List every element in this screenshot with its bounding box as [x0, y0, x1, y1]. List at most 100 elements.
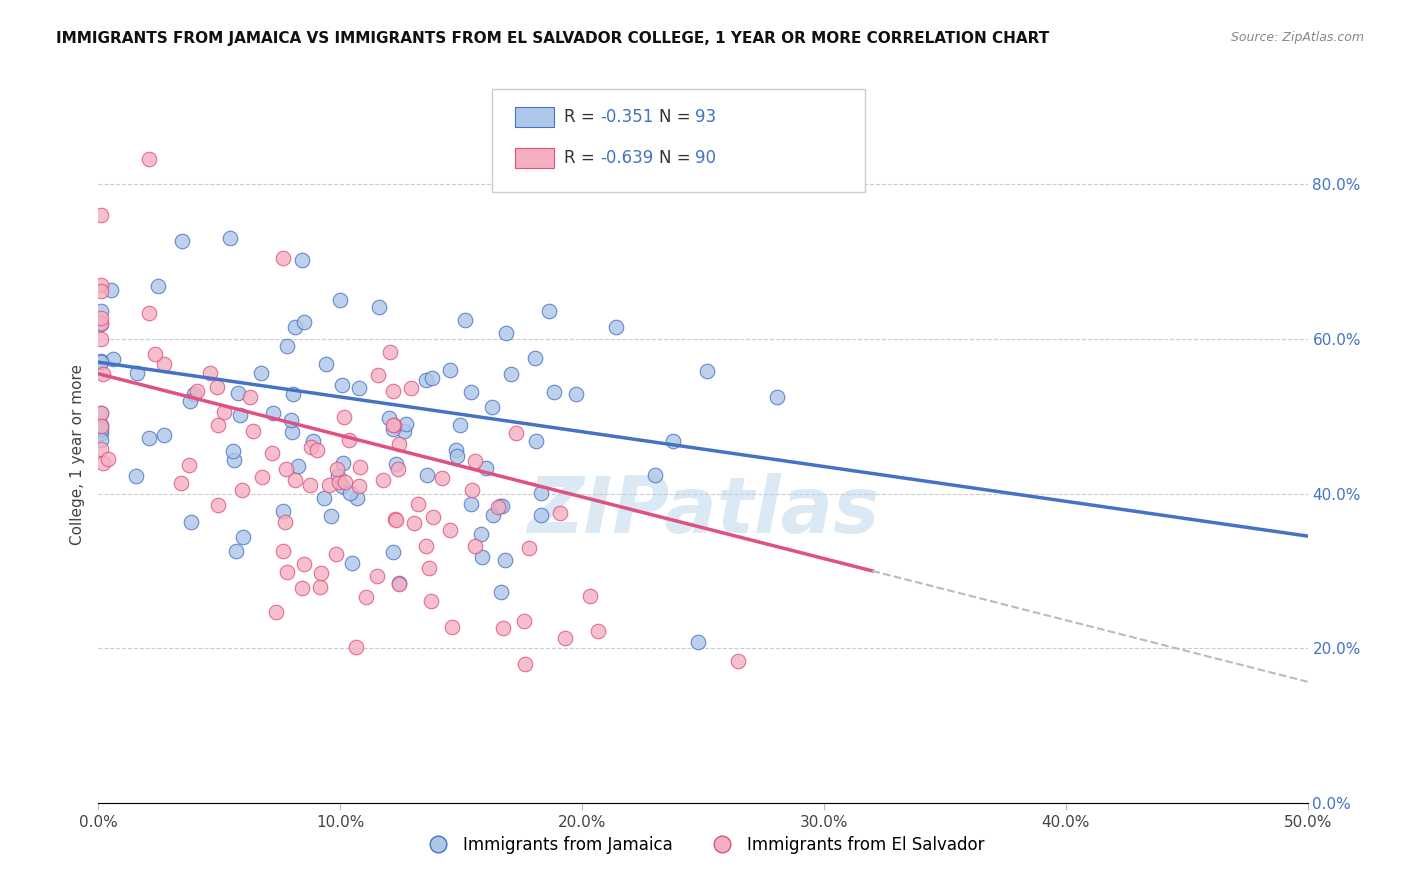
Legend: Immigrants from Jamaica, Immigrants from El Salvador: Immigrants from Jamaica, Immigrants from…	[415, 830, 991, 861]
Point	[388, 575, 411, 590]
Point	[90, 353, 112, 368]
Point	[232, 530, 254, 544]
Point	[90, 442, 112, 456]
Point	[207, 498, 229, 512]
Point	[384, 457, 406, 471]
Point	[309, 566, 332, 581]
Point	[326, 468, 349, 483]
Text: N =: N =	[659, 108, 696, 126]
Point	[180, 515, 202, 529]
Point	[579, 589, 602, 603]
Text: 93: 93	[695, 108, 716, 126]
Point	[271, 251, 294, 265]
Point	[326, 462, 349, 476]
Point	[381, 545, 404, 559]
Point	[686, 635, 709, 649]
Point	[529, 508, 551, 522]
Point	[347, 381, 370, 395]
Point	[766, 390, 789, 404]
Point	[548, 506, 571, 520]
Point	[727, 654, 749, 668]
Point	[90, 311, 112, 326]
Point	[125, 366, 148, 380]
Point	[222, 443, 245, 458]
Text: 90: 90	[695, 149, 716, 167]
Point	[146, 279, 169, 293]
Point	[226, 385, 249, 400]
Point	[439, 363, 461, 377]
Point	[416, 467, 439, 482]
Point	[367, 300, 389, 314]
Point	[530, 485, 553, 500]
Point	[179, 394, 201, 409]
Point	[418, 561, 440, 575]
Point	[302, 434, 325, 449]
Point	[371, 473, 394, 487]
Point	[446, 450, 468, 464]
Point	[281, 387, 304, 401]
Point	[90, 407, 112, 421]
Point	[291, 582, 314, 596]
Point	[207, 417, 229, 432]
Point	[460, 497, 482, 511]
Point	[332, 456, 354, 470]
Point	[384, 513, 406, 527]
Point	[475, 461, 498, 475]
Point	[333, 475, 356, 489]
Point	[200, 366, 222, 380]
Point	[307, 443, 329, 458]
Point	[381, 417, 404, 432]
Point	[97, 452, 120, 467]
Point	[274, 515, 297, 529]
Point	[260, 445, 283, 459]
Point	[274, 462, 297, 476]
Point	[340, 556, 363, 570]
Point	[125, 468, 148, 483]
Point	[138, 153, 160, 167]
Point	[264, 605, 287, 619]
Point	[238, 390, 260, 404]
Point	[524, 434, 547, 449]
Point	[513, 615, 536, 629]
Point	[276, 565, 298, 579]
Point	[330, 478, 353, 492]
Point	[486, 500, 509, 514]
Point	[90, 419, 112, 434]
Y-axis label: College, 1 year or more: College, 1 year or more	[70, 365, 86, 545]
Point	[91, 456, 114, 470]
Point	[401, 381, 423, 395]
Point	[319, 508, 342, 523]
Point	[333, 410, 356, 425]
Point	[229, 409, 252, 423]
Point	[292, 315, 315, 329]
Point	[392, 424, 415, 438]
Point	[153, 357, 176, 371]
Point	[337, 433, 360, 447]
Point	[329, 293, 352, 307]
Point	[377, 410, 399, 425]
Point	[276, 339, 298, 353]
Point	[491, 622, 513, 636]
Text: -0.639: -0.639	[600, 149, 654, 167]
Point	[346, 491, 368, 505]
Point	[224, 453, 246, 467]
Point	[395, 417, 418, 432]
Point	[212, 405, 235, 419]
Point	[314, 491, 336, 506]
Text: -0.351: -0.351	[600, 108, 654, 126]
Point	[90, 317, 112, 331]
Point	[415, 539, 437, 553]
Point	[482, 508, 505, 523]
Point	[299, 477, 322, 491]
Point	[250, 469, 273, 483]
Point	[349, 479, 371, 493]
Point	[339, 486, 361, 500]
Point	[489, 499, 512, 513]
Point	[318, 477, 340, 491]
Point	[505, 425, 527, 440]
Point	[644, 468, 666, 483]
Point	[153, 427, 176, 442]
Point	[422, 509, 444, 524]
Point	[367, 368, 389, 383]
Text: Source: ZipAtlas.com: Source: ZipAtlas.com	[1230, 31, 1364, 45]
